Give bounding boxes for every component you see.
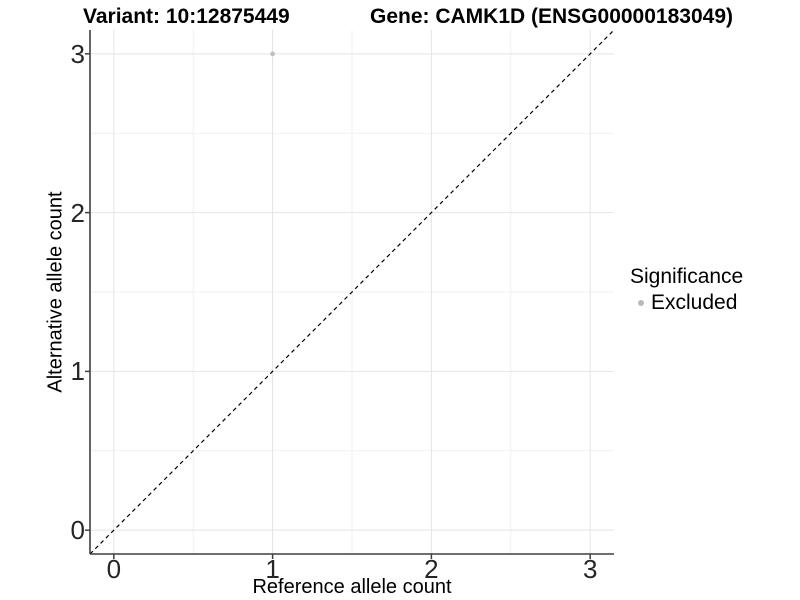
identity-dashed-line (89, 29, 615, 555)
x-tick-label: 0 (106, 554, 122, 584)
legend-title: Significance (630, 265, 744, 288)
data-point (270, 51, 275, 57)
x-tick-label: 1 (265, 554, 280, 584)
y-tick-label: 1 (70, 356, 85, 387)
y-tick-label: 2 (70, 197, 85, 228)
x-tick-label: 2 (424, 554, 439, 584)
y-tick-label: 0 (70, 515, 85, 546)
y-tick-label: 3 (70, 38, 85, 69)
gene-title: Gene: CAMK1D (ENSG00000183049) (370, 5, 733, 28)
legend: Significance Excluded (630, 264, 743, 315)
legend-item-excluded: Excluded (630, 290, 743, 315)
excluded-point-icon (638, 299, 644, 306)
x-axis-title: Reference allele count (252, 576, 452, 598)
variant-title: Variant: 10:12875449 (83, 5, 290, 28)
legend-item-label: Excluded (651, 291, 738, 314)
x-tick-label: 3 (582, 554, 598, 584)
